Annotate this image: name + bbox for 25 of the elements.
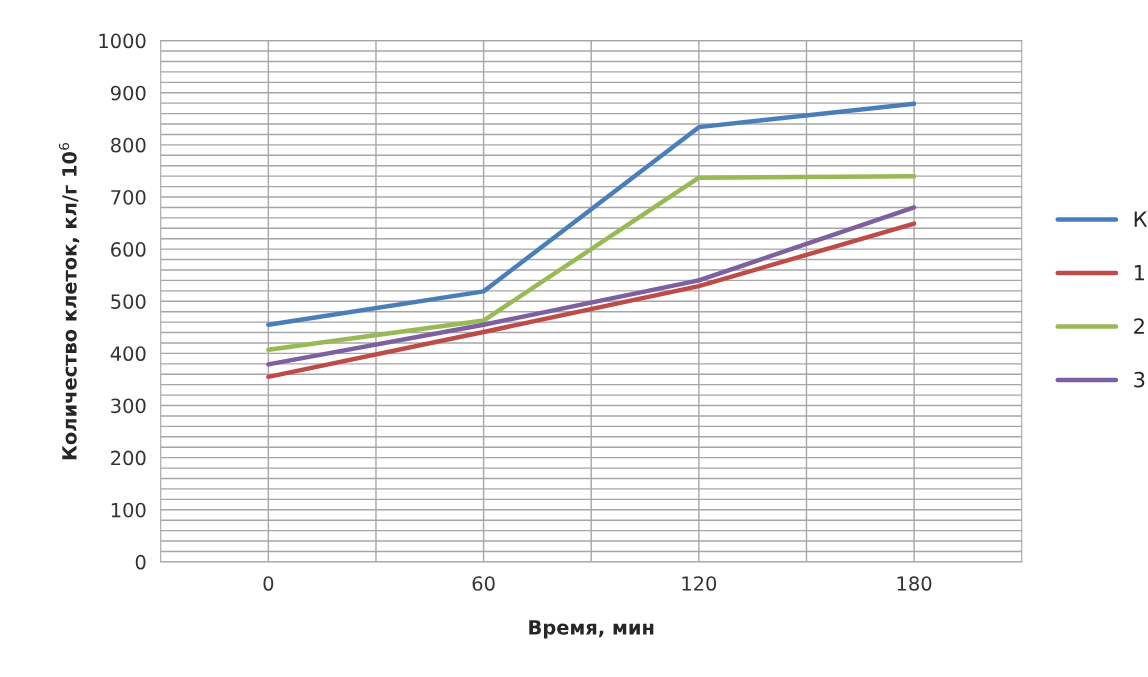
legend-label: 3 xyxy=(1134,371,1145,388)
legend-label: 2 xyxy=(1134,318,1144,334)
y-tick-label: 1000 xyxy=(99,33,146,49)
line-series xyxy=(266,205,917,367)
y-tick-label: 200 xyxy=(111,450,146,466)
x-tick-label: 0 xyxy=(263,576,274,591)
line-series xyxy=(266,221,917,380)
x-tick-label: 180 xyxy=(897,576,932,591)
y-tick-label: 300 xyxy=(111,398,146,414)
y-tick-label: 800 xyxy=(111,137,146,153)
y-tick-label: 700 xyxy=(111,189,146,205)
y-tick-label: 100 xyxy=(111,502,146,518)
legend-label: К xyxy=(1134,211,1148,227)
y-tick-label: 400 xyxy=(110,346,146,362)
line-series xyxy=(266,101,917,327)
line-series xyxy=(266,173,917,352)
x-tick-label: 60 xyxy=(472,576,495,591)
y-tick-label: 0 xyxy=(135,554,146,570)
x-tick-label: 120 xyxy=(682,576,717,591)
legend-label: 1 xyxy=(1134,265,1145,281)
y-tick-label: 600 xyxy=(111,242,146,257)
y-axis-title: Количество клеток, кл/г 10$^{6}$ xyxy=(58,142,80,460)
x-axis-title: Время, мин xyxy=(529,620,654,639)
y-tick-label: 500 xyxy=(111,294,146,309)
y-tick-label: 900 xyxy=(110,85,146,101)
